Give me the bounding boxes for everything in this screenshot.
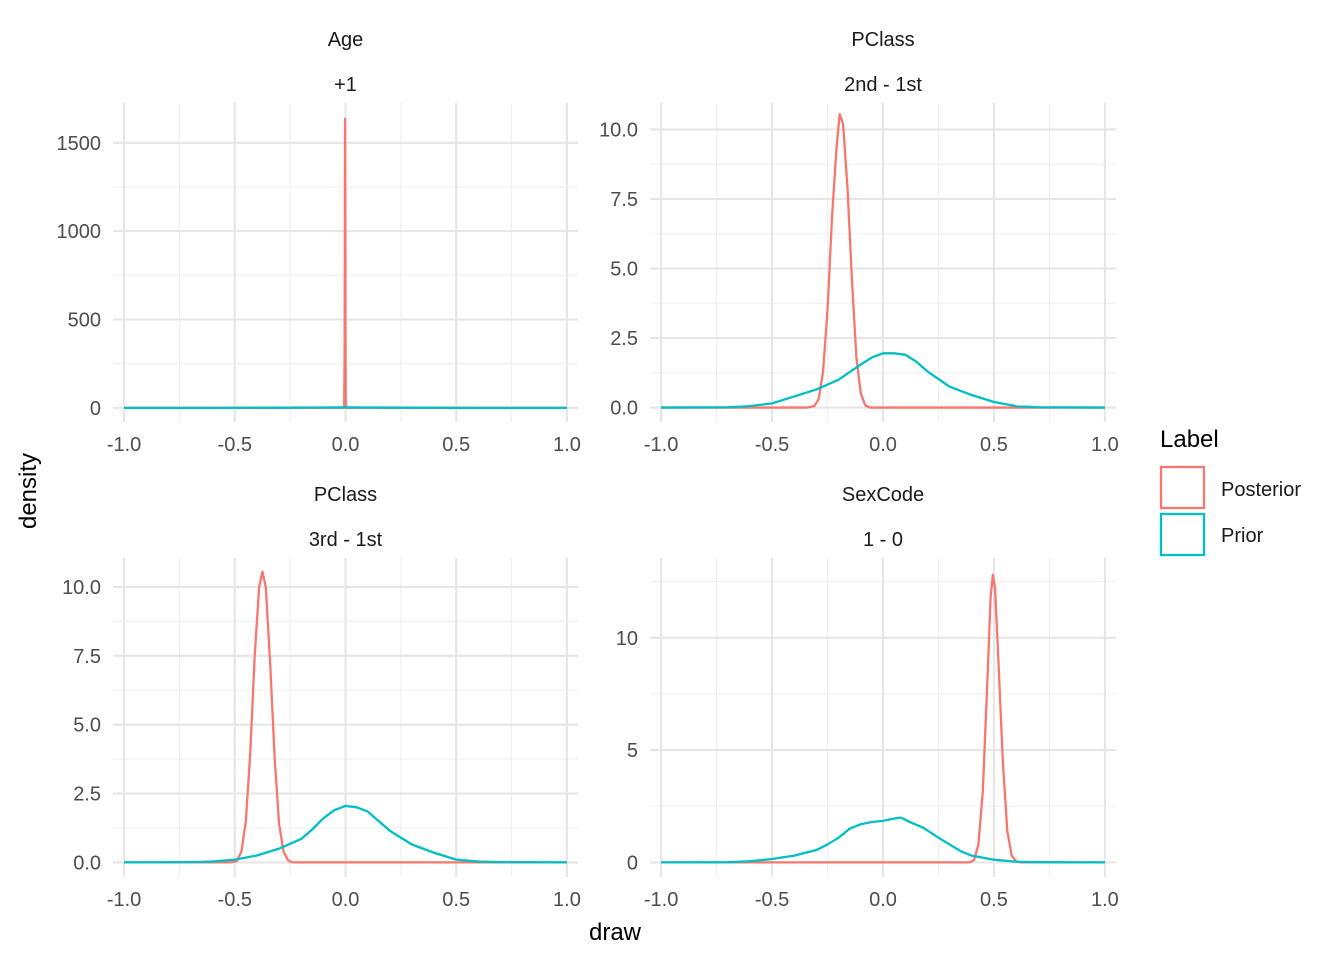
legend-key-posterior: [1159, 465, 1206, 510]
x-tick-label: -0.5: [755, 889, 789, 911]
y-tick-label: 7.5: [73, 646, 101, 668]
facet-title: PClass: [851, 29, 914, 51]
x-axis-title: draw: [589, 919, 642, 946]
y-tick-label: 5: [627, 740, 638, 762]
y-tick-label: 7.5: [610, 189, 638, 211]
x-tick-label: 0.5: [980, 889, 1008, 911]
x-tick-label: 1.0: [553, 889, 581, 911]
x-tick-label: 0.0: [869, 434, 897, 456]
density-line-prior: [661, 352, 1105, 409]
legend-key-prior: [1159, 512, 1206, 557]
x-tick-label: 1.0: [1091, 434, 1119, 456]
x-tick-label: -0.5: [218, 434, 252, 456]
y-tick-label: 0: [627, 852, 638, 874]
facet-panel-2: PClass 2nd - 1st 0.0 2.5 5.0 7.5 10.0 -1.0 -0.5 0…: [599, 29, 1119, 456]
density-line-posterior: [661, 112, 1105, 409]
legend-item-posterior: Posterior: [1159, 465, 1301, 510]
y-tick-label: 1500: [57, 133, 102, 155]
facet-title: PClass: [314, 484, 377, 506]
y-tick-label: 2.5: [610, 328, 638, 350]
x-tick-label: -1.0: [107, 434, 141, 456]
facet-subtitle: 2nd - 1st: [844, 74, 922, 96]
x-tick-label: 1.0: [1091, 889, 1119, 911]
x-tick-label: -1.0: [644, 434, 678, 456]
density-line-posterior: [124, 117, 567, 410]
facet-panel-4: SexCode 1 - 0 0 5 10 -1.0 -0.5 0.0 0.5 1.0: [616, 484, 1119, 911]
x-tick-label: -0.5: [218, 889, 252, 911]
density-line-prior: [661, 816, 1105, 864]
y-tick-label: 10: [616, 628, 638, 650]
y-axis-title: density: [15, 453, 42, 529]
legend-item-prior: Prior: [1159, 512, 1264, 557]
legend-label-prior: Prior: [1221, 525, 1264, 547]
x-tick-label: 0.0: [332, 889, 360, 911]
facet-title: SexCode: [842, 484, 924, 506]
facet-subtitle: 1 - 0: [863, 529, 903, 551]
facet-title: Age: [328, 29, 364, 51]
facet-panel-1: Age +1 0 500 1000 1500 -1.0 -0.5 0.0 0.5 1.0: [57, 29, 581, 456]
facet-subtitle: 3rd - 1st: [309, 529, 383, 551]
x-tick-label: -1.0: [644, 889, 678, 911]
x-tick-label: -1.0: [107, 889, 141, 911]
x-tick-label: 0.5: [980, 434, 1008, 456]
y-tick-label: 0.0: [610, 398, 638, 420]
x-tick-label: 1.0: [553, 434, 581, 456]
y-tick-label: 10.0: [62, 577, 101, 599]
x-tick-label: 0.0: [332, 434, 360, 456]
facet-subtitle: +1: [334, 74, 357, 96]
x-tick-label: 0.5: [442, 434, 470, 456]
y-tick-label: 1000: [57, 221, 102, 243]
y-tick-label: 500: [68, 309, 101, 331]
y-tick-label: 0: [90, 398, 101, 420]
x-tick-label: 0.5: [442, 889, 470, 911]
legend: Label Posterior Prior: [1159, 426, 1301, 557]
y-tick-label: 0.0: [73, 852, 101, 874]
density-line-prior: [124, 804, 567, 864]
x-tick-label: 0.0: [869, 889, 897, 911]
y-tick-label: 2.5: [73, 784, 101, 806]
y-tick-label: 10.0: [599, 119, 638, 141]
x-tick-label: -0.5: [755, 434, 789, 456]
density-line-posterior: [661, 573, 1105, 864]
y-tick-label: 5.0: [73, 715, 101, 737]
y-tick-label: 5.0: [610, 258, 638, 280]
legend-title: Label: [1160, 426, 1219, 453]
density-line-posterior: [124, 570, 567, 864]
legend-label-posterior: Posterior: [1221, 479, 1301, 501]
facet-panel-3: PClass 3rd - 1st 0.0 2.5 5.0 7.5 10.0 -1.0 -0.5 0…: [62, 484, 581, 911]
